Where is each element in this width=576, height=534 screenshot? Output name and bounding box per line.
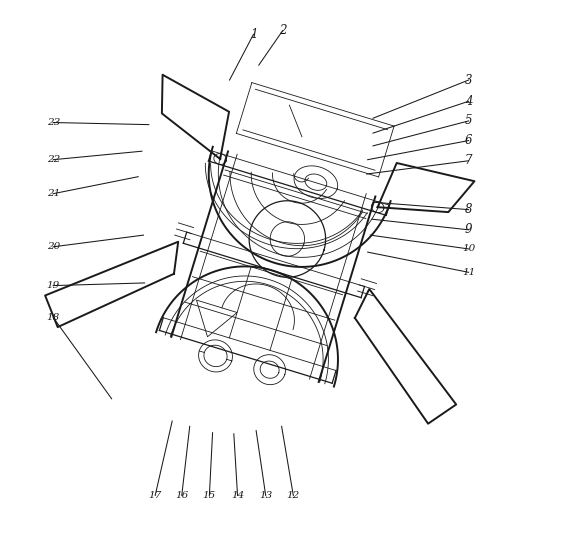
Text: 22: 22 (47, 155, 60, 164)
Text: 2: 2 (279, 24, 286, 37)
Text: 11: 11 (462, 268, 475, 277)
Text: 4: 4 (465, 95, 472, 108)
Text: 5: 5 (465, 114, 472, 128)
Text: 19: 19 (47, 281, 60, 290)
Text: 13: 13 (259, 491, 272, 500)
Text: 6: 6 (465, 134, 472, 147)
Text: 14: 14 (231, 491, 244, 500)
Text: 7: 7 (465, 154, 472, 167)
Text: 8: 8 (465, 203, 472, 216)
Text: 3: 3 (465, 74, 472, 87)
Text: 15: 15 (203, 491, 216, 500)
Text: 20: 20 (47, 242, 60, 252)
Text: 10: 10 (462, 245, 475, 254)
Text: 12: 12 (287, 491, 300, 500)
Text: 21: 21 (47, 189, 60, 198)
Text: 23: 23 (47, 118, 60, 127)
Text: 9: 9 (465, 223, 472, 237)
Text: 17: 17 (149, 491, 162, 500)
Text: 1: 1 (250, 28, 257, 41)
Text: 16: 16 (175, 491, 188, 500)
Text: 18: 18 (47, 313, 60, 322)
